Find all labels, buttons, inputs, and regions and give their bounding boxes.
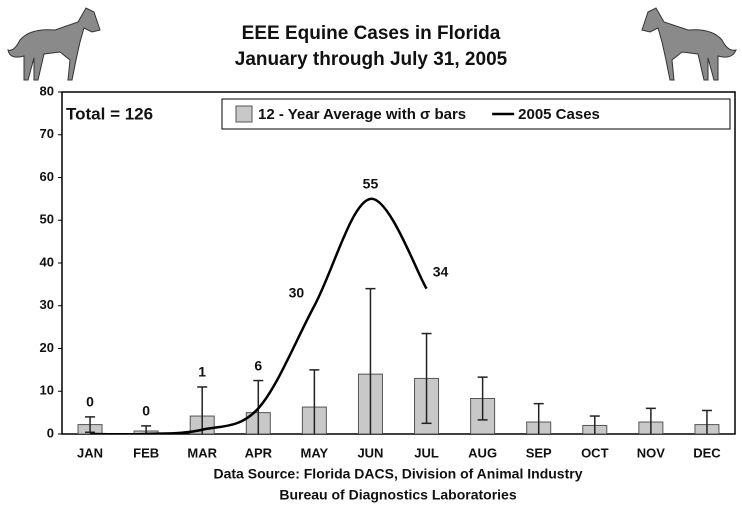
data-label: 1 [198, 364, 206, 380]
source: Data Source: Florida DACS, Division of A… [214, 466, 583, 482]
x-tick-label: JUL [414, 445, 439, 460]
x-tick-label: MAY [301, 445, 329, 460]
y-tick-label: 50 [40, 212, 54, 227]
source: Bureau of Diagnostics Laboratories [279, 487, 516, 503]
y-tick-label: 80 [40, 83, 54, 98]
y-tick-label: 0 [47, 425, 54, 440]
x-tick-label: OCT [581, 445, 609, 460]
y-tick-label: 30 [40, 297, 54, 312]
x-tick-label: APR [245, 445, 273, 460]
data-label: 0 [142, 403, 150, 419]
chart: EEE Equine Cases in Florida January thro… [0, 0, 742, 508]
annotation: Total = 126 [66, 104, 153, 123]
x-tick-label: SEP [526, 445, 552, 460]
x-tick-label: AUG [468, 445, 497, 460]
data-label: 30 [289, 284, 305, 300]
data-label: 34 [433, 263, 449, 279]
y-tick-label: 20 [40, 340, 54, 355]
data-label: 55 [363, 176, 379, 192]
y-tick-label: 70 [40, 126, 54, 141]
y-tick-label: 40 [40, 254, 54, 269]
plot-area [78, 199, 719, 460]
plot-frame [62, 92, 735, 434]
legend-swatch [236, 106, 252, 122]
horse-icon [8, 8, 100, 80]
data-label: 0 [86, 394, 94, 410]
y-tick-label: 10 [40, 383, 54, 398]
x-tick-label: MAR [187, 445, 217, 460]
x-tick-label: JUN [357, 445, 383, 460]
x-tick-label: NOV [637, 445, 666, 460]
legend-label: 12 - Year Average with σ bars [258, 106, 466, 123]
data-label: 6 [254, 357, 262, 373]
chart-subtitle: January through July 31, 2005 [235, 49, 508, 70]
y-tick-label: 60 [40, 169, 54, 184]
legend-label: 2005 Cases [518, 106, 600, 123]
horse-icon [642, 8, 736, 80]
x-tick-label: JAN [77, 445, 103, 460]
x-tick-label: DEC [693, 445, 721, 460]
x-tick-label: FEB [133, 445, 159, 460]
chart-title: EEE Equine Cases in Florida [242, 23, 501, 44]
